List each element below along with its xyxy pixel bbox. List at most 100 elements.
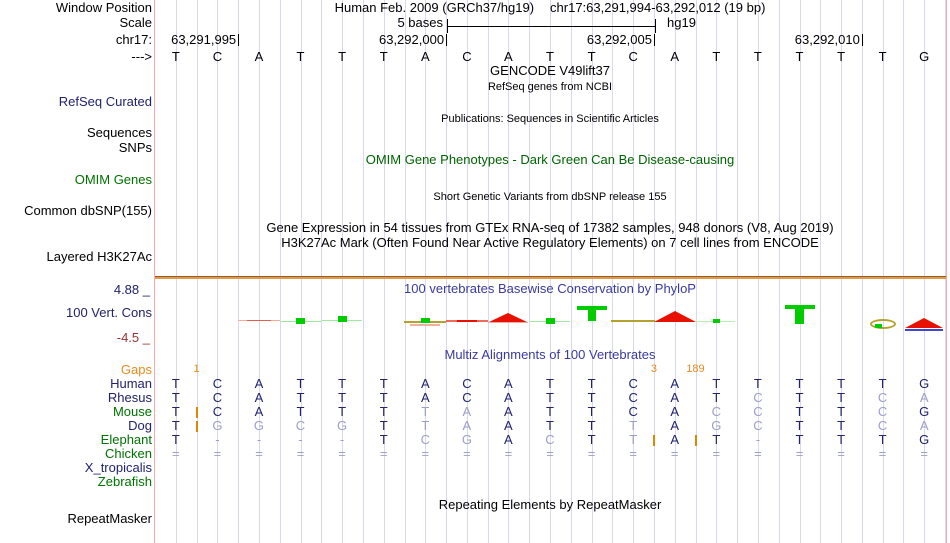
base-letter: C	[462, 49, 472, 64]
align-cell: A	[919, 418, 929, 433]
align-cell: A	[670, 376, 680, 391]
grid-line	[238, 0, 240, 543]
phylop-scale-min: -4.5 _	[116, 330, 150, 345]
scale-text: 5 bases	[397, 15, 443, 30]
track-left-border-line	[154, 0, 155, 543]
track-title-repeatmasker[interactable]: Repeating Elements by RepeatMasker	[438, 497, 662, 512]
track-title-h3k27ac[interactable]: H3K27Ac Mark (Often Found Near Active Re…	[281, 235, 819, 250]
track-label-snps[interactable]: SNPs	[118, 140, 152, 155]
phylop-mark-red-peak-low-blue	[905, 329, 944, 331]
align-cell: A	[420, 376, 430, 391]
align-cell: C	[753, 404, 763, 419]
base-letter: A	[504, 49, 513, 64]
grid-line	[404, 0, 406, 543]
species-label-elephant[interactable]: Elephant	[100, 432, 152, 447]
align-cell: A	[670, 404, 680, 419]
align-cell: T	[421, 418, 430, 433]
species-label-x_tropicalis[interactable]: X_tropicalis	[84, 460, 152, 475]
track-title-omim[interactable]: OMIM Gene Phenotypes - Dark Green Can Be…	[365, 152, 735, 167]
phylop-mark-red-peak-small	[488, 322, 529, 323]
track-title-multiz[interactable]: Multiz Alignments of 100 Vertebrates	[444, 347, 656, 362]
window-position-label: Window Position	[55, 0, 152, 15]
track-label-omim-genes[interactable]: OMIM Genes	[74, 172, 152, 187]
base-letter: G	[919, 49, 930, 64]
scale-bar	[447, 26, 656, 27]
grid-line	[466, 0, 468, 543]
species-label-human[interactable]: Human	[110, 376, 152, 391]
track-title-gtex[interactable]: Gene Expression in 54 tissues from GTEx …	[266, 220, 834, 235]
base-letter: T	[878, 49, 887, 64]
species-label-rhesus[interactable]: Rhesus	[107, 390, 152, 405]
align-cell: C	[462, 376, 472, 391]
align-cell: T	[379, 404, 388, 419]
align-cell: T	[878, 432, 887, 447]
track-label-repeatmasker[interactable]: RepeatMasker	[67, 511, 152, 526]
align-cell: =	[795, 446, 804, 461]
align-cell: C	[212, 376, 223, 391]
track-label-sequences[interactable]: Sequences	[86, 125, 152, 140]
align-cell: =	[213, 446, 222, 461]
align-cell: A	[462, 404, 472, 419]
align-cell: A	[254, 404, 264, 419]
align-cell: =	[379, 446, 388, 461]
scale-bar-left-tick	[447, 19, 448, 33]
grid-line	[258, 0, 260, 543]
track-title-refseq[interactable]: RefSeq genes from NCBI	[487, 81, 613, 93]
phylop-scale-max: 4.88 _	[113, 282, 150, 297]
align-cell: T	[587, 376, 596, 391]
track-title-dbsnp[interactable]: Short Genetic Variants from dbSNP releas…	[433, 191, 667, 203]
track-label-refseq-curated[interactable]: RefSeq Curated	[58, 94, 152, 109]
align-cell: T	[587, 390, 596, 405]
grid-line	[674, 0, 676, 543]
grid-line	[487, 0, 489, 543]
track-title-publications[interactable]: Publications: Sequences in Scientific Ar…	[441, 113, 659, 125]
base-letter: C	[628, 49, 638, 64]
align-cell: T	[171, 404, 180, 419]
align-cell: C	[877, 404, 888, 419]
coordinate-label: 63,292,000	[378, 32, 445, 47]
align-cell: T	[712, 432, 721, 447]
align-cell: C	[545, 432, 555, 447]
align-cell: T	[795, 418, 804, 433]
align-cell: C	[753, 390, 763, 405]
species-label-dog[interactable]: Dog	[128, 418, 152, 433]
align-cell: T	[379, 376, 388, 391]
grid-line	[757, 0, 759, 543]
grid-line	[300, 0, 302, 543]
track-label-gaps[interactable]: Gaps	[120, 362, 152, 377]
phylop-mark-faint-red-line	[246, 320, 271, 321]
base-letter: T	[587, 49, 596, 64]
align-cell: C	[628, 404, 638, 419]
align-cell: T	[837, 390, 846, 405]
species-label-mouse[interactable]: Mouse	[112, 404, 152, 419]
base-letter: T	[795, 49, 804, 64]
phylop-mark-green-line-dot	[296, 318, 305, 324]
align-cell: -	[339, 432, 345, 447]
track-title-phylop[interactable]: 100 vertebrates Basewise Conservation by…	[404, 281, 696, 296]
align-cell: T	[753, 376, 762, 391]
align-cell: T	[837, 404, 846, 419]
align-cell: =	[255, 446, 263, 461]
grid-line	[633, 0, 635, 543]
track-title-gencode[interactable]: GENCODE V49lift37	[490, 63, 610, 78]
track-label-vert-cons[interactable]: 100 Vert. Cons	[66, 305, 152, 320]
base-letter: T	[296, 49, 305, 64]
align-cell: T	[338, 390, 347, 405]
align-cell: T	[795, 432, 804, 447]
align-cell: T	[837, 418, 846, 433]
h3k27ac-signal-line	[155, 276, 946, 279]
align-cell: G	[711, 418, 722, 433]
align-cell: =	[421, 446, 430, 461]
align-cell: T	[546, 390, 554, 405]
track-right-border-line	[946, 0, 947, 543]
track-label-h3k27ac[interactable]: Layered H3K27Ac	[46, 249, 152, 264]
phylop-mark-red-peak-low-blue	[905, 318, 944, 328]
track-label-dbsnp[interactable]: Common dbSNP(155)	[24, 203, 152, 218]
align-cell: =	[587, 446, 596, 461]
phylop-mark-green-line-dot	[545, 318, 555, 324]
align-cell: =	[754, 446, 762, 461]
species-label-zebrafish[interactable]: Zebrafish	[97, 474, 152, 489]
species-label-chicken[interactable]: Chicken	[105, 446, 152, 461]
grid-line	[321, 0, 323, 543]
